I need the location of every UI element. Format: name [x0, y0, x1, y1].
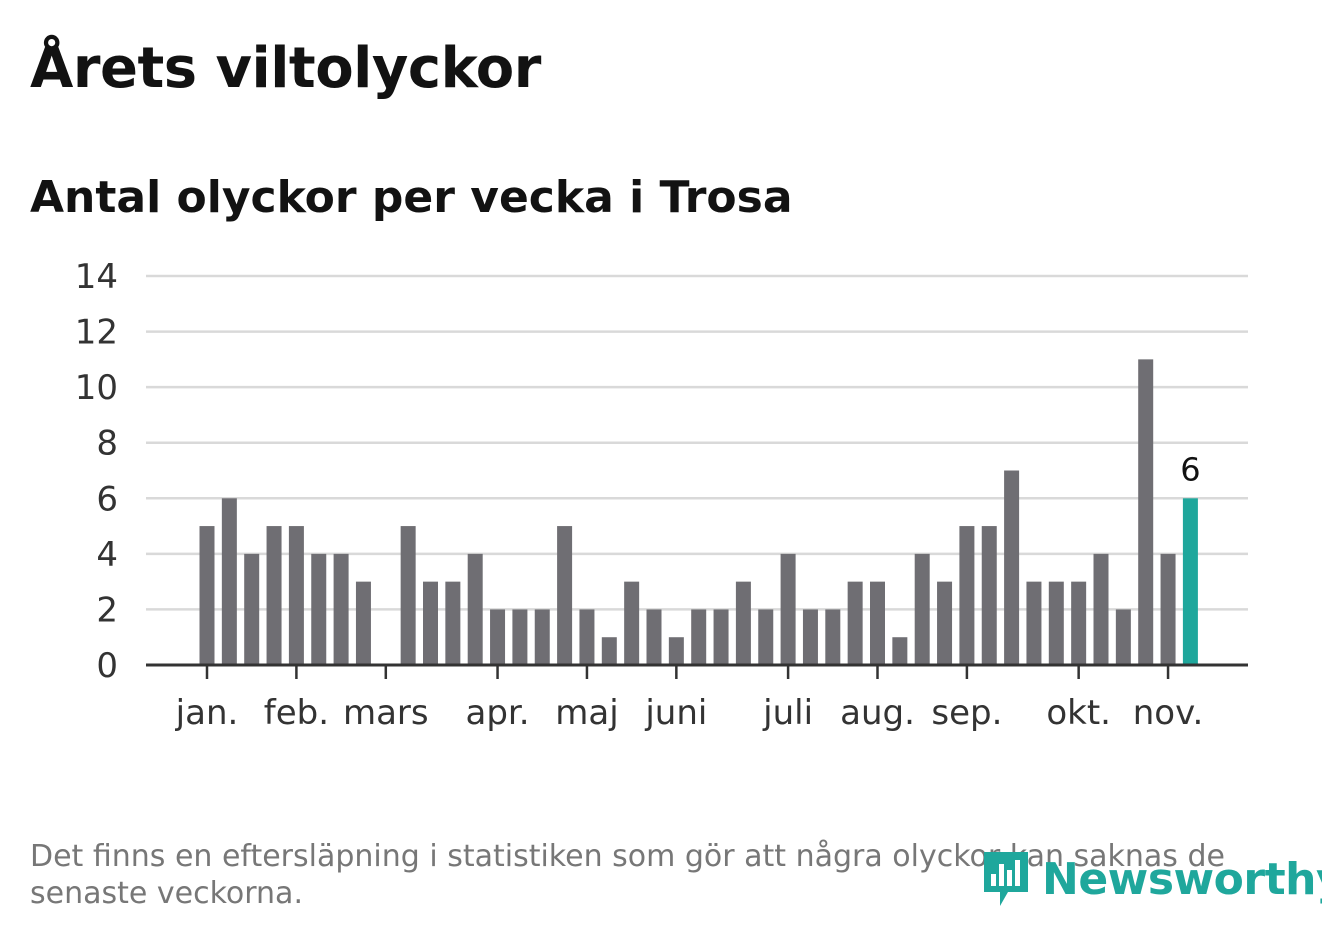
- bar: [780, 553, 796, 665]
- x-tick-label: nov.: [1133, 693, 1204, 733]
- bar-highlight: [1182, 498, 1198, 665]
- bar: [1138, 359, 1154, 665]
- y-tick-label: 6: [96, 479, 118, 519]
- bar: [512, 609, 528, 665]
- bar: [691, 609, 707, 665]
- bar: [1026, 581, 1042, 665]
- bar: [579, 609, 595, 665]
- bar: [624, 581, 640, 665]
- bar: [288, 526, 304, 665]
- y-tick-label: 10: [75, 368, 118, 408]
- x-tick-label: okt.: [1046, 693, 1111, 733]
- bar: [1115, 609, 1131, 665]
- x-tick-label: juli: [762, 693, 813, 733]
- bar-chart: 0 2 4 6 8 10 12 14 jan. feb. mars apr. maj juni juli a…: [75, 257, 1248, 733]
- y-axis-ticks: 0 2 4 6 8 10 12 14: [75, 257, 118, 686]
- bar: [445, 581, 461, 665]
- y-tick-label: 4: [96, 535, 118, 575]
- bar: [870, 581, 885, 665]
- x-tick-label: apr.: [466, 693, 530, 733]
- bar: [735, 581, 751, 665]
- y-tick-label: 8: [96, 424, 118, 464]
- data-labels: 6: [1180, 450, 1200, 488]
- chart-title: Årets viltolyckor: [30, 36, 541, 101]
- y-tick-label: 2: [96, 590, 118, 630]
- bar: [1160, 553, 1176, 665]
- x-tick-label: feb.: [264, 693, 329, 733]
- bar: [534, 609, 550, 665]
- x-tick-label: aug.: [840, 693, 915, 733]
- bar: [758, 609, 774, 665]
- bars: [199, 359, 1198, 665]
- bar: [802, 609, 818, 665]
- bar: [601, 637, 617, 665]
- bar: [266, 526, 282, 665]
- bar: [847, 581, 863, 665]
- bar-chart-speech-bubble-icon: [984, 852, 1028, 906]
- logo-text: Newsworthy: [1042, 853, 1322, 905]
- bar: [825, 609, 841, 665]
- y-tick-label: 14: [75, 257, 118, 297]
- x-tick-label: juni: [644, 693, 707, 733]
- bar: [244, 553, 260, 665]
- bar: [1093, 553, 1109, 665]
- bar: [333, 553, 349, 665]
- x-tick-label: maj: [555, 693, 618, 733]
- bar: [646, 609, 662, 665]
- bar: [199, 526, 215, 665]
- y-tick-label: 0: [96, 646, 118, 686]
- bar: [937, 581, 953, 665]
- bar: [423, 581, 438, 665]
- newsworthy-logo: Newsworthy: [980, 848, 1322, 910]
- bar: [959, 526, 975, 665]
- bar: [668, 637, 684, 665]
- gridlines: [146, 274, 1248, 611]
- chart-subtitle: Antal olyckor per vecka i Trosa: [30, 172, 793, 223]
- bar: [1071, 581, 1087, 665]
- bar: [557, 526, 573, 665]
- bar: [467, 553, 483, 665]
- bar: [1048, 581, 1064, 665]
- x-tick-label: sep.: [931, 693, 1002, 733]
- bar: [400, 526, 416, 665]
- x-axis-ticks: jan. feb. mars apr. maj juni juli aug. sep. okt. n…: [175, 665, 1204, 733]
- bar: [311, 553, 327, 665]
- bar: [221, 498, 237, 665]
- y-tick-label: 12: [75, 313, 118, 353]
- highlight-data-label: 6: [1180, 450, 1200, 488]
- x-tick-label: jan.: [175, 693, 239, 733]
- bar: [892, 637, 908, 665]
- bar: [981, 526, 997, 665]
- bar: [490, 609, 506, 665]
- x-tick-label: mars: [343, 693, 429, 733]
- bar: [914, 553, 930, 665]
- bar: [355, 581, 371, 665]
- bar: [1004, 470, 1020, 665]
- bar: [713, 609, 729, 665]
